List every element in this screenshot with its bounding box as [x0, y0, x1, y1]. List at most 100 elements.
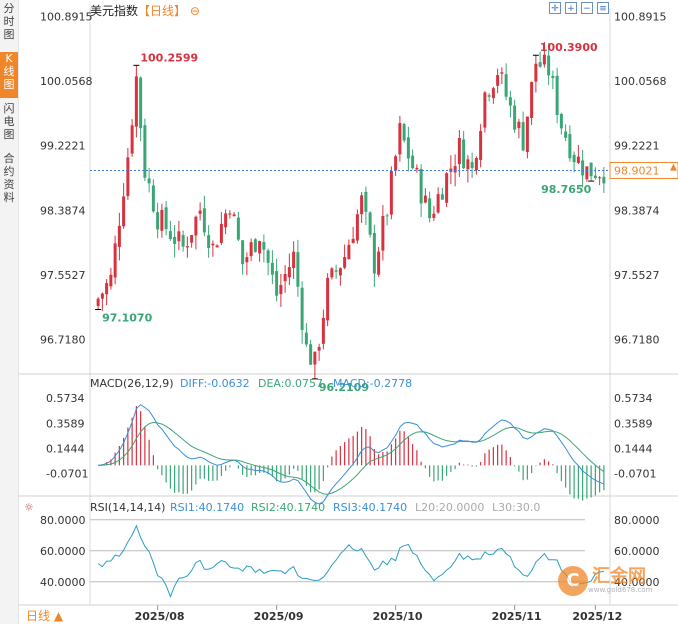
candle-body [551, 76, 555, 79]
candle-body [542, 54, 546, 65]
candle-body [487, 95, 491, 97]
candle-body [147, 178, 151, 184]
candle-body [360, 195, 364, 215]
candle-body [185, 246, 189, 248]
candle-body [160, 209, 164, 231]
candle-body [598, 177, 602, 179]
candle-body [173, 236, 177, 244]
zoom-icon[interactable]: ⊖ [189, 4, 200, 18]
candle-body [313, 351, 317, 365]
candle-body [100, 293, 104, 299]
candle-body [530, 81, 534, 119]
macd-dea-line [98, 421, 605, 495]
candle-body [198, 210, 202, 214]
candle-body [394, 156, 398, 171]
y-tick-label-left: 96.7180 [40, 334, 86, 347]
candle-body [190, 235, 194, 243]
candle-body [275, 271, 279, 296]
rsi-settings-icon: ☼ [24, 501, 34, 514]
y-tick-label-left: 100.8915 [40, 10, 93, 23]
candle-body [513, 105, 517, 130]
candle-body [207, 235, 211, 249]
candle-body [428, 198, 432, 219]
y-tick-label-left: 97.5527 [40, 269, 86, 282]
candle-body [117, 225, 121, 247]
candle-body [211, 243, 215, 246]
candle-body [585, 166, 589, 180]
candle-body [292, 251, 296, 268]
candle-body [270, 262, 274, 275]
y-tick-label-right: 100.0568 [614, 75, 667, 88]
candle-body [96, 298, 100, 306]
candle-body [517, 121, 521, 129]
candle-body [423, 195, 427, 203]
candle-body [525, 116, 529, 153]
price-annotation: 98.7650 [541, 183, 591, 196]
candle-body [253, 239, 257, 252]
candle-body [249, 242, 253, 257]
period-label[interactable]: 【日线】 [138, 4, 187, 18]
candle-body [508, 97, 512, 106]
y-tick-label-right: 99.2221 [614, 140, 660, 153]
candle-body [462, 139, 466, 169]
candle-body [432, 213, 436, 218]
candle-body [496, 75, 500, 86]
macd-diff-line [98, 404, 605, 505]
candle-body [126, 157, 130, 197]
candle-body [334, 270, 338, 272]
candle-body [338, 268, 342, 276]
candle-body [109, 274, 113, 287]
price-annotation: 100.2599 [140, 51, 198, 64]
price-annotation: 100.3900 [540, 41, 598, 54]
toolbar: ✛ + − ≡ [549, 2, 609, 14]
candle-body [241, 240, 245, 265]
candle-body [602, 176, 606, 184]
tab-kline[interactable]: K线图 [0, 52, 18, 98]
crosshair-icon[interactable]: ✛ [549, 2, 561, 14]
candle-body [296, 252, 300, 287]
candle-body [576, 156, 580, 163]
tab-timeshare[interactable]: 分时图 [3, 2, 15, 41]
zoom-in-icon[interactable]: + [565, 2, 577, 14]
candle-body [326, 277, 330, 321]
candle-body [228, 213, 232, 215]
y-tick-label-right: 97.5527 [614, 269, 660, 282]
y-tick-label-right: 96.7180 [614, 334, 660, 347]
x-tick-label: 2025/12 [572, 610, 622, 623]
candle-body [568, 134, 572, 159]
candle-body [504, 74, 508, 97]
candle-body [164, 207, 168, 230]
macd-y-tick-right: -0.0701 [614, 468, 656, 481]
candle-body [139, 77, 143, 129]
tab-contract[interactable]: 合约资料 [3, 152, 15, 204]
tab-flash[interactable]: 闪电图 [3, 102, 15, 141]
zoom-out-icon[interactable]: − [581, 2, 593, 14]
candle-body [343, 257, 347, 268]
candle-body [457, 137, 461, 165]
y-tick-label-left: 99.2221 [40, 140, 86, 153]
last-price-box [609, 161, 678, 179]
x-tick-label: 2025/11 [492, 610, 542, 623]
chart-header: 美元指数【日线】 ⊖ [90, 2, 200, 19]
candle-body [168, 231, 172, 239]
macd-value-label: MACD:-0.2778 [333, 377, 412, 390]
candle-body [300, 287, 304, 330]
candle-body [381, 216, 385, 251]
candle-body [389, 171, 393, 215]
watermark-brand: 汇金网 [592, 566, 646, 587]
candle-body [245, 257, 249, 263]
period-button[interactable]: 日线 ▲ [26, 609, 64, 623]
candle-body [143, 125, 147, 178]
candle-body [440, 194, 444, 200]
candle-body [279, 284, 283, 295]
candle-body [364, 191, 368, 212]
last-price-arrow-icon: ▲ [670, 162, 677, 172]
logo-icon: C [558, 566, 588, 596]
rsi-l20-label: L20:20.0000 [415, 501, 484, 514]
candle-body [436, 194, 440, 213]
rsi-title: RSI(14,14,14) [90, 501, 165, 514]
settings-icon[interactable]: ≡ [597, 2, 609, 14]
candle-body [224, 213, 228, 228]
candle-body [321, 317, 325, 344]
